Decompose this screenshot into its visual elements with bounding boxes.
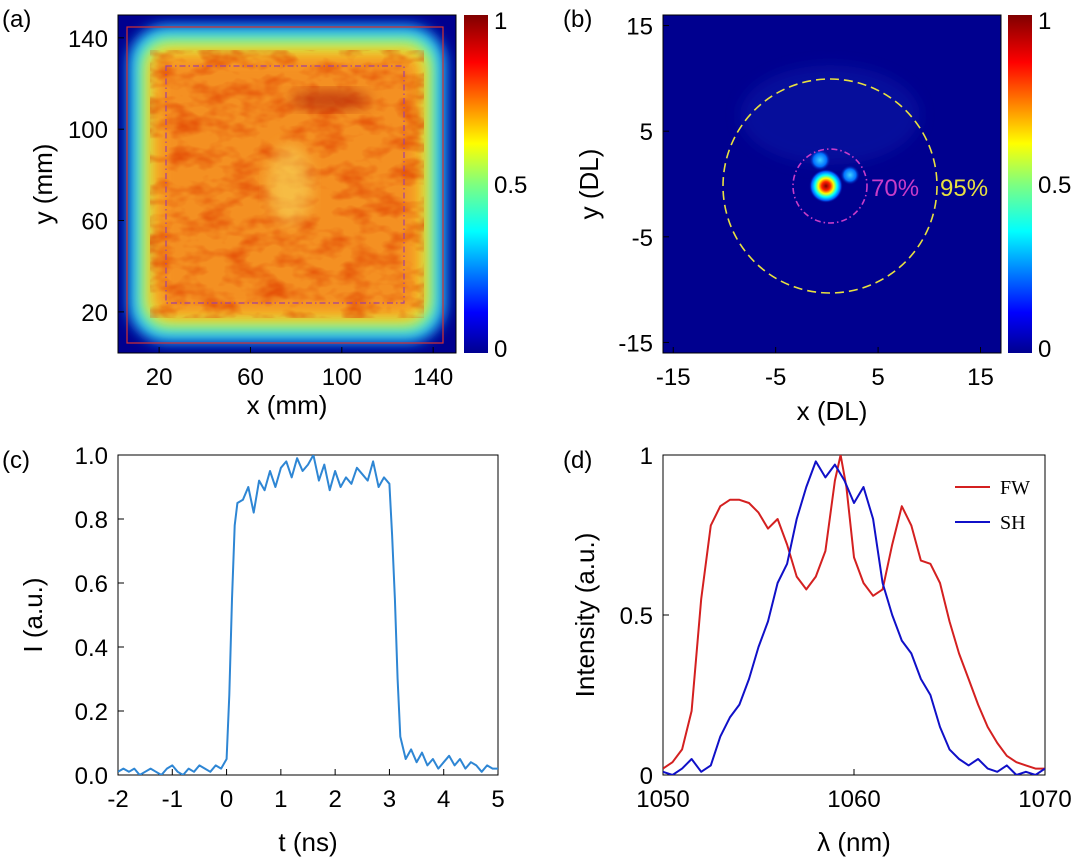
- x-tick-label: 5: [871, 364, 884, 391]
- y-tick-label: 140: [68, 26, 108, 53]
- colorbar-tick-label: 1: [1038, 8, 1051, 35]
- series-fw-line: [663, 455, 1045, 770]
- x-tick-label: 140: [413, 364, 453, 391]
- axes-frame-a: [117, 14, 457, 354]
- plot-area-c: [118, 455, 498, 775]
- ylabel-c: I (a.u.): [18, 577, 48, 652]
- axis-ticks-c: -2 -1 0 1 2 3 4 5 0.0 0.2 0.4 0.6 0.8 1.0: [75, 443, 505, 813]
- xlabel-d: λ (nm): [817, 827, 891, 857]
- x-tick-label: 3: [383, 786, 396, 813]
- y-tick-label: 0.6: [75, 571, 108, 598]
- y-tick-label: 0: [640, 763, 653, 790]
- annotation-95-percent: 95%: [940, 175, 988, 202]
- ring-70-percent: [792, 148, 868, 224]
- panel-label-c: (c): [2, 447, 30, 474]
- y-tick-label: 0.5: [620, 603, 653, 630]
- side-lobe-2: [840, 165, 860, 185]
- x-tick-label: 60: [237, 364, 264, 391]
- y-tick-label: 60: [81, 209, 108, 236]
- axis-ticks-a: 20 60 100 140 20 60 100 140: [68, 26, 453, 391]
- x-tick-label: -2: [107, 786, 128, 813]
- xlabel-b: x (DL): [797, 396, 868, 426]
- colorbar-ticks-a: 00.51: [494, 8, 527, 363]
- y-tick-label: 20: [81, 300, 108, 327]
- x-tick-label: 5: [491, 786, 504, 813]
- heatmap-b: [663, 15, 1001, 353]
- xlabel-c: t (ns): [278, 827, 337, 857]
- y-tick-label: 5: [640, 119, 653, 146]
- colorbar-b: [1008, 15, 1032, 353]
- x-tick-label: -1: [162, 786, 183, 813]
- y-tick-label: 0.8: [75, 507, 108, 534]
- axes-frame-c: [117, 454, 499, 776]
- axis-ticks-b: -15 -5 5 15 -15 -5 5 15: [618, 14, 994, 391]
- colorbar-tick-label: 1: [494, 8, 507, 35]
- annotation-70-percent: 70%: [871, 175, 919, 202]
- x-tick-label: 15: [967, 364, 994, 391]
- legend-sh-label: SH: [1000, 512, 1026, 534]
- legend-d: FW SH: [955, 477, 1030, 534]
- axes-frame-b: [662, 14, 1002, 354]
- xlabel-a: x (mm): [247, 390, 328, 420]
- plot-area-d: [663, 455, 1045, 775]
- panel-label-d: (d): [563, 447, 592, 474]
- x-tick-label: -15: [656, 364, 691, 391]
- x-tick-label: 20: [146, 364, 173, 391]
- x-tick-label: 1070: [1018, 786, 1071, 813]
- series-pulse-line: [118, 455, 498, 775]
- x-tick-label: 0: [220, 786, 233, 813]
- y-tick-label: -15: [618, 330, 653, 357]
- colorbar-tick-label: 0.5: [494, 172, 527, 199]
- y-tick-label: 15: [626, 14, 653, 41]
- colorbar-ticks-b: 00.51: [1038, 8, 1071, 363]
- ylabel-d: Intensity (a.u.): [570, 533, 600, 698]
- colorbar-tick-label: 0: [494, 336, 507, 363]
- ylabel-b: y (DL): [574, 149, 604, 220]
- series-sh-line: [663, 460, 1045, 775]
- y-tick-label: 0.4: [75, 635, 108, 662]
- x-tick-label: 100: [322, 364, 362, 391]
- colorbar-tick-label: 0.5: [1038, 172, 1071, 199]
- x-tick-label: -5: [765, 364, 786, 391]
- ring-95-percent: [722, 78, 938, 294]
- panel-label-b: (b): [563, 6, 592, 33]
- x-tick-label: 4: [437, 786, 450, 813]
- y-tick-label: 0.2: [75, 699, 108, 726]
- central-spot: [809, 169, 843, 203]
- legend-fw-label: FW: [1000, 477, 1030, 499]
- y-tick-label: 1.0: [75, 443, 108, 470]
- y-tick-label: 1: [640, 443, 653, 470]
- x-tick-label: 1060: [827, 786, 880, 813]
- colorbar-a: [464, 15, 488, 353]
- x-tick-label: 2: [328, 786, 341, 813]
- y-tick-label: -5: [632, 225, 653, 252]
- panel-label-a: (a): [2, 6, 31, 33]
- y-tick-label: 0.0: [75, 763, 108, 790]
- x-tick-label: 1050: [636, 786, 689, 813]
- ylabel-a: y (mm): [28, 144, 58, 225]
- axis-ticks-d: 1050 1060 1070 0 0.5 1: [620, 443, 1072, 813]
- heatmap-a: [118, 15, 456, 353]
- side-lobe-1: [809, 149, 831, 171]
- x-tick-label: 1: [274, 786, 287, 813]
- y-tick-label: 100: [68, 117, 108, 144]
- colorbar-tick-label: 0: [1038, 336, 1051, 363]
